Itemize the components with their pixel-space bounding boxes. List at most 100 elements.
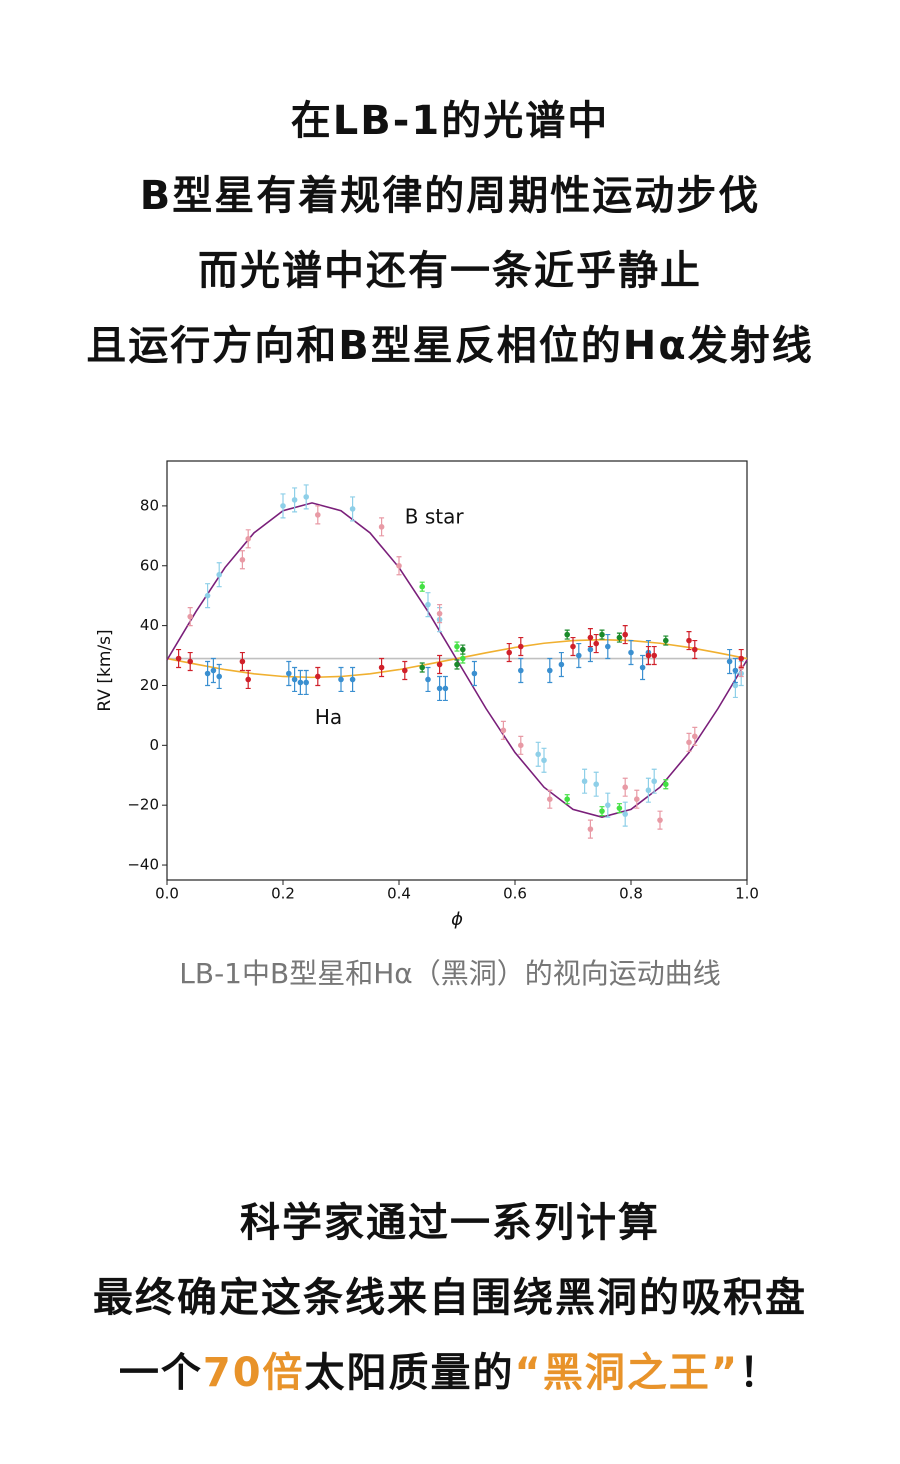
data-point	[587, 634, 594, 641]
data-point	[622, 631, 628, 638]
data-point	[500, 727, 507, 734]
data-point	[378, 524, 385, 530]
x-tick-label: 0.8	[619, 885, 643, 903]
outro-line: 最终确定这条线来自围绕黑洞的吸积盘	[0, 1265, 900, 1323]
data-point	[436, 685, 443, 692]
data-point	[280, 503, 286, 509]
outro-text: 70倍	[202, 1350, 305, 1396]
data-point	[622, 784, 628, 791]
data-point	[645, 787, 652, 794]
data-point	[303, 679, 310, 686]
data-point	[726, 658, 733, 665]
data-point	[651, 652, 657, 659]
data-point	[541, 757, 547, 764]
data-point	[349, 506, 356, 512]
data-point	[245, 536, 251, 542]
y-tick-label: 0	[149, 736, 159, 754]
y-tick-label: −20	[127, 796, 159, 814]
data-point	[204, 592, 211, 599]
data-point	[378, 664, 385, 671]
data-point	[419, 664, 426, 671]
data-point	[587, 826, 594, 832]
data-point	[291, 676, 298, 683]
data-point	[518, 742, 524, 749]
data-point	[686, 637, 692, 644]
data-point	[204, 670, 211, 677]
x-tick-label: 0.6	[503, 885, 527, 903]
data-point	[599, 808, 605, 814]
data-point	[187, 658, 193, 665]
data-point	[297, 679, 304, 686]
data-point	[622, 811, 628, 817]
data-point	[547, 796, 553, 802]
x-axis-label: ϕ	[451, 909, 463, 930]
y-tick-label: −40	[127, 856, 159, 874]
data-point	[732, 667, 739, 674]
data-point	[216, 673, 222, 680]
outro-line: 科学家通过一系列计算	[0, 1190, 900, 1248]
data-point	[518, 667, 524, 674]
data-point	[599, 631, 605, 638]
data-point	[605, 802, 611, 808]
data-point	[286, 670, 292, 677]
outro-text: “黑洞之王”	[514, 1350, 740, 1396]
data-point	[506, 649, 512, 656]
caption: LB-1中B型星和Hα（黑洞）的视向运动曲线	[179, 957, 721, 990]
data-point	[593, 781, 599, 788]
data-point	[663, 637, 669, 644]
intro-line: 且运行方向和B型星反相位的Hα发射线	[86, 323, 814, 369]
data-point	[442, 685, 449, 692]
outro-text: 太阳质量的	[304, 1350, 515, 1396]
plot-frame	[166, 460, 748, 881]
data-point	[535, 751, 541, 758]
data-point	[175, 655, 182, 662]
intro-line: 在LB-1的光谱中	[290, 98, 610, 144]
y-tick-label: 20	[140, 676, 159, 694]
annotation: Ha	[315, 705, 342, 729]
data-point	[425, 601, 431, 608]
x-tick-label: 1.0	[735, 885, 759, 903]
data-point	[738, 655, 744, 662]
data-point	[460, 646, 466, 653]
data-point	[645, 652, 652, 659]
data-point	[436, 661, 443, 668]
data-point	[419, 583, 426, 590]
data-point	[187, 613, 193, 620]
y-axis-label: RV [km/s]	[95, 629, 115, 711]
data-point	[239, 556, 246, 563]
data-point	[303, 494, 310, 500]
data-point	[576, 652, 582, 659]
outro-line: 一个70倍太阳质量的“黑洞之王”！	[0, 1340, 900, 1398]
data-point	[315, 512, 321, 518]
x-tick-label: 0.4	[387, 885, 411, 903]
y-tick-label: 60	[140, 556, 159, 574]
data-point	[564, 796, 570, 802]
data-point	[460, 655, 466, 662]
data-point	[564, 631, 570, 638]
data-point	[616, 805, 623, 811]
outro-text: 最终确定这条线来自围绕黑洞的吸积盘	[93, 1275, 807, 1321]
data-point	[402, 667, 408, 674]
data-point	[616, 634, 623, 641]
data-point	[518, 643, 524, 650]
data-point	[587, 646, 594, 653]
outro-text: 科学家通过一系列计算	[240, 1200, 660, 1246]
data-point	[558, 661, 565, 668]
data-point	[425, 676, 431, 683]
data-point	[471, 670, 478, 677]
data-point	[239, 658, 246, 665]
data-point	[581, 778, 588, 785]
data-point	[245, 676, 251, 683]
data-point	[338, 676, 344, 683]
data-point	[732, 682, 739, 689]
data-point	[436, 610, 443, 617]
data-point	[291, 497, 298, 503]
data-point	[657, 817, 663, 823]
data-point	[315, 673, 321, 680]
data-point	[639, 664, 646, 671]
data-point	[692, 646, 698, 653]
x-tick-label: 0.2	[271, 885, 295, 903]
outro-text: 一个	[118, 1350, 203, 1396]
